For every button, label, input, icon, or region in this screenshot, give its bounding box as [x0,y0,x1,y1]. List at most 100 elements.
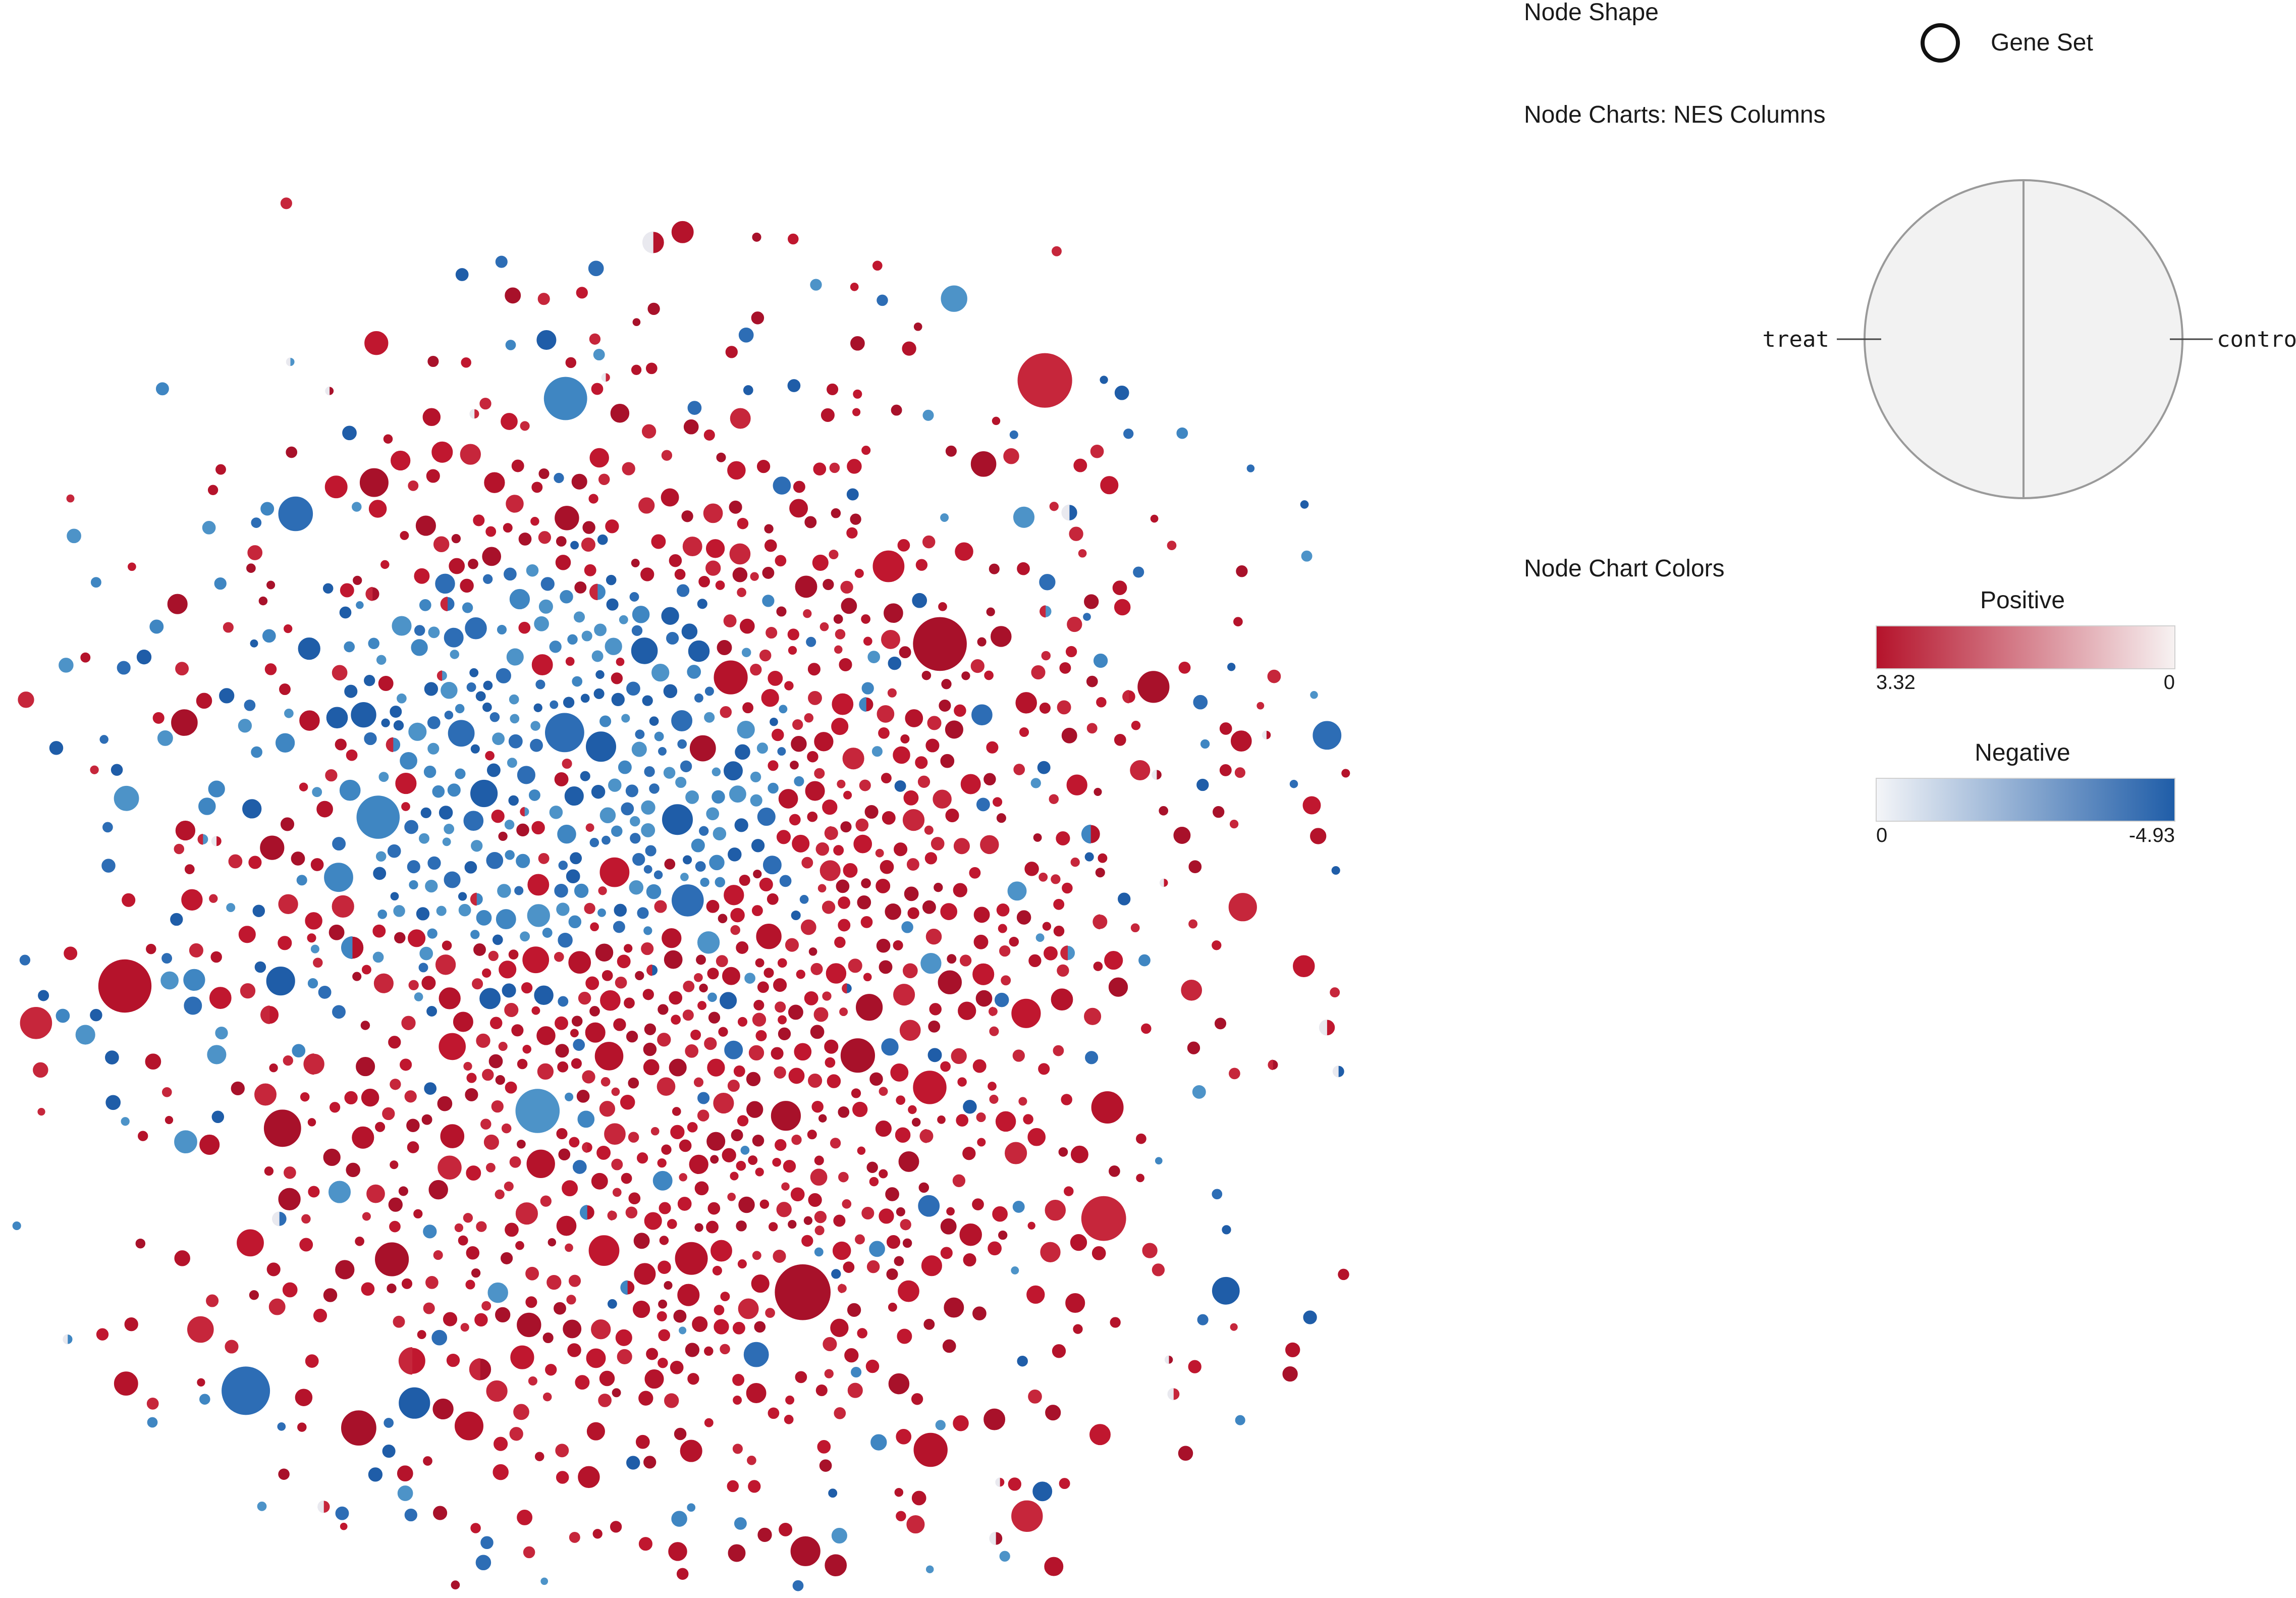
gene-set-node[interactable] [663,1392,680,1409]
gene-set-node[interactable] [646,964,659,977]
gene-set-node[interactable] [457,891,468,902]
gene-set-node[interactable] [1012,763,1026,776]
gene-set-node[interactable] [1262,730,1272,740]
gene-set-node[interactable] [258,596,268,606]
gene-set-node[interactable] [465,1072,478,1084]
gene-set-node[interactable] [121,892,136,908]
gene-set-node[interactable] [1092,653,1109,669]
gene-set-node[interactable] [822,1336,838,1352]
gene-set-node[interactable] [506,648,525,667]
gene-set-node[interactable] [495,1074,506,1086]
gene-set-node[interactable] [462,810,484,832]
gene-set-node[interactable] [1302,795,1322,815]
gene-set-node[interactable] [1158,805,1169,817]
gene-set-node[interactable] [446,1353,461,1368]
gene-set-node[interactable] [361,1211,372,1222]
gene-set-node[interactable] [389,1078,402,1091]
gene-set-node[interactable] [650,663,670,682]
gene-set-node[interactable] [392,904,406,918]
gene-set-node[interactable] [375,654,387,666]
gene-set-node[interactable] [508,733,524,750]
gene-set-node[interactable] [688,1154,709,1175]
gene-set-node[interactable] [368,499,388,519]
gene-set-node[interactable] [568,1136,580,1148]
gene-set-node[interactable] [18,1005,54,1041]
gene-set-node[interactable] [483,471,506,494]
gene-set-node[interactable] [12,1220,22,1231]
gene-set-node[interactable] [787,645,798,656]
gene-set-node[interactable] [537,530,552,545]
gene-set-node[interactable] [1000,974,1012,986]
gene-set-node[interactable] [485,1379,509,1403]
gene-set-node[interactable] [246,544,263,561]
gene-set-node[interactable] [1229,1322,1239,1332]
gene-set-node[interactable] [567,950,592,975]
gene-set-node[interactable] [440,681,459,700]
gene-set-node[interactable] [645,883,662,900]
gene-set-node[interactable] [813,1246,825,1257]
gene-set-node[interactable] [696,1091,710,1105]
gene-set-node[interactable] [555,901,571,917]
gene-set-node[interactable] [37,989,50,1002]
gene-set-node[interactable] [424,1275,440,1290]
gene-set-node[interactable] [736,720,756,739]
gene-set-node[interactable] [688,733,718,763]
gene-set-node[interactable] [817,1113,828,1124]
gene-set-node[interactable] [735,1160,747,1172]
gene-set-node[interactable] [892,983,916,1006]
gene-set-node[interactable] [268,1062,279,1073]
gene-set-node[interactable] [824,825,839,841]
gene-set-node[interactable] [1228,1067,1241,1080]
gene-set-node[interactable] [813,1210,828,1224]
gene-set-node[interactable] [372,951,385,964]
gene-set-node[interactable] [788,813,802,826]
gene-set-node[interactable] [802,608,812,619]
gene-set-node[interactable] [723,884,745,906]
gene-set-node[interactable] [809,1167,828,1187]
gene-set-node[interactable] [160,952,173,965]
gene-set-node[interactable] [723,760,744,781]
gene-set-node[interactable] [809,278,823,292]
gene-set-node[interactable] [322,1287,338,1303]
gene-set-node[interactable] [719,1291,731,1302]
gene-set-node[interactable] [341,424,358,441]
gene-set-node[interactable] [919,1129,934,1144]
gene-set-node[interactable] [604,518,620,534]
gene-set-node[interactable] [606,598,620,612]
gene-set-node[interactable] [533,615,550,632]
gene-set-node[interactable] [706,991,718,1003]
gene-set-node[interactable] [960,670,971,681]
gene-set-node[interactable] [276,1421,287,1432]
gene-set-node[interactable] [581,629,593,643]
gene-set-node[interactable] [1036,760,1052,775]
gene-set-node[interactable] [1114,385,1130,401]
gene-set-node[interactable] [1108,977,1129,998]
gene-set-node[interactable] [432,1249,444,1261]
gene-set-node[interactable] [339,582,355,598]
gene-set-node[interactable] [1211,939,1222,951]
gene-set-node[interactable] [584,1022,607,1044]
gene-set-node[interactable] [1016,561,1031,576]
gene-set-node[interactable] [686,1121,699,1134]
gene-set-node[interactable] [1058,1477,1071,1490]
gene-set-node[interactable] [525,1148,557,1180]
gene-set-node[interactable] [671,1106,682,1117]
gene-set-node[interactable] [580,693,591,704]
gene-set-node[interactable] [205,1294,220,1308]
gene-set-node[interactable] [1227,891,1259,923]
gene-set-node[interactable] [777,1015,788,1025]
gene-set-node[interactable] [736,587,747,598]
gene-set-node[interactable] [525,563,539,577]
gene-set-node[interactable] [893,1255,905,1267]
gene-set-node[interactable] [917,775,931,789]
gene-set-node[interactable] [983,670,995,681]
gene-set-node[interactable] [304,1353,320,1369]
gene-set-node[interactable] [803,712,814,724]
gene-set-node[interactable] [1042,921,1052,932]
gene-set-node[interactable] [970,703,994,726]
gene-set-node[interactable] [1012,1200,1026,1214]
gene-set-node[interactable] [90,576,102,589]
gene-set-node[interactable] [739,618,756,634]
gene-set-node[interactable] [670,1510,688,1528]
gene-set-node[interactable] [604,637,623,656]
